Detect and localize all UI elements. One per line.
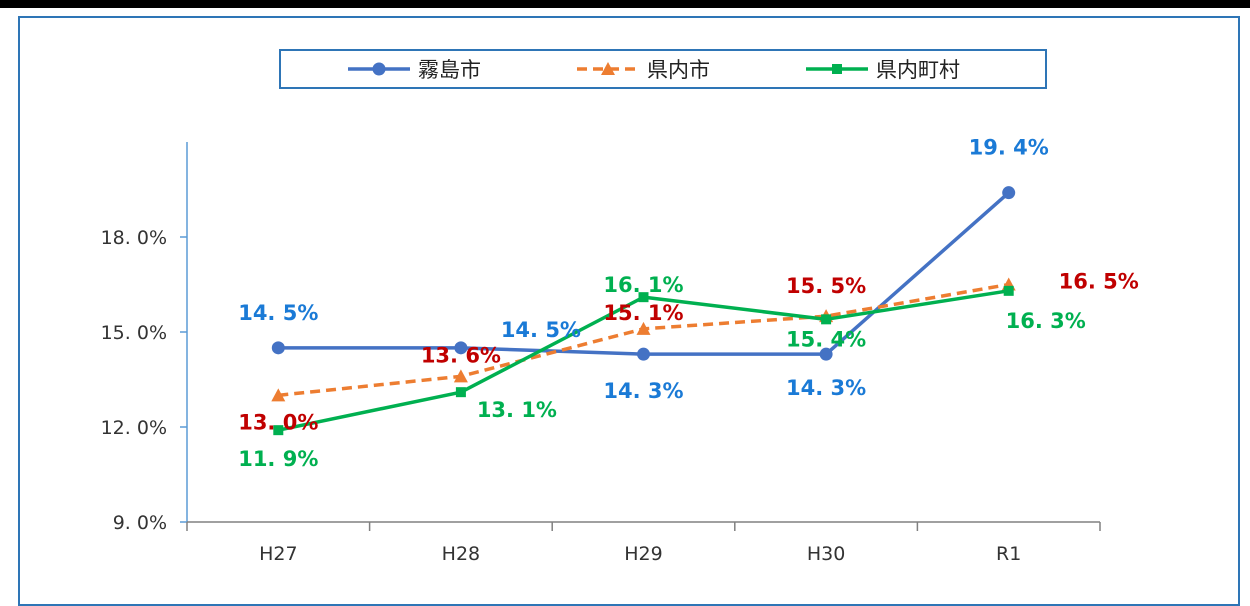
series-lines: [271, 186, 1016, 436]
axes: 9. 0% 12. 0% 15. 0% 18. 0% H27 H28 H29 H30 R1: [101, 142, 1101, 565]
series-0-point: [454, 341, 468, 355]
legend-label: 霧島市: [418, 58, 481, 82]
y-tick-label: 15. 0%: [101, 322, 167, 344]
series-2-point: [455, 387, 466, 398]
legend-label: 県内市: [647, 58, 710, 82]
series-2-point: [821, 314, 832, 325]
data-label: 13. 0%: [238, 410, 318, 434]
x-tick-label: H29: [624, 543, 662, 565]
data-label: 16. 5%: [1059, 270, 1139, 294]
series-0-point: [637, 347, 650, 361]
data-label: 14. 3%: [786, 376, 866, 400]
series-2-point: [273, 425, 284, 436]
data-label: 15. 4%: [786, 327, 866, 351]
y-tick-label: 18. 0%: [101, 227, 167, 249]
data-label: 14. 5%: [238, 301, 318, 325]
series-1-point: [453, 369, 468, 383]
data-label: 15. 1%: [603, 301, 683, 325]
series-1-point: [636, 321, 651, 335]
legend-marker: [601, 62, 615, 75]
x-tick-label: H28: [442, 543, 480, 565]
series-0-point: [819, 347, 833, 361]
series-0-point: [1002, 186, 1016, 200]
top-cropped-caption-strip: [0, 0, 1250, 8]
series-2-point: [638, 292, 649, 303]
series-2-point: [1003, 285, 1014, 296]
x-tick-label: H30: [807, 543, 845, 565]
data-label: 16. 1%: [603, 273, 683, 297]
line-chart: 9. 0% 12. 0% 15. 0% 18. 0% H27 H28 H29 H30 R1 14…: [101, 49, 1139, 565]
data-labels: 14. 5% 14. 5% 14. 3% 14. 3% 19. 4% 13. 0% 13. …: [238, 136, 1139, 471]
x-tick-label: H27: [259, 543, 297, 565]
data-label: 11. 9%: [238, 447, 318, 471]
x-tick-label: R1: [996, 543, 1021, 565]
legend-label: 県内町村: [876, 58, 960, 82]
legend: 霧島市 県内市 県内町村: [279, 49, 1047, 89]
data-label: 19. 4%: [969, 136, 1049, 160]
legend-marker: [832, 64, 842, 74]
data-label: 14. 3%: [603, 379, 683, 403]
data-label: 16. 3%: [1006, 309, 1086, 333]
data-label: 15. 5%: [786, 274, 866, 298]
data-label: 13. 1%: [477, 398, 557, 422]
series-0-point: [271, 341, 285, 355]
y-tick-label: 9. 0%: [113, 512, 167, 534]
data-label: 14. 5%: [501, 318, 581, 342]
data-label: 13. 6%: [421, 343, 501, 367]
legend-marker: [372, 62, 386, 76]
series-1-point: [271, 388, 286, 402]
y-tick-label: 12. 0%: [101, 417, 167, 439]
